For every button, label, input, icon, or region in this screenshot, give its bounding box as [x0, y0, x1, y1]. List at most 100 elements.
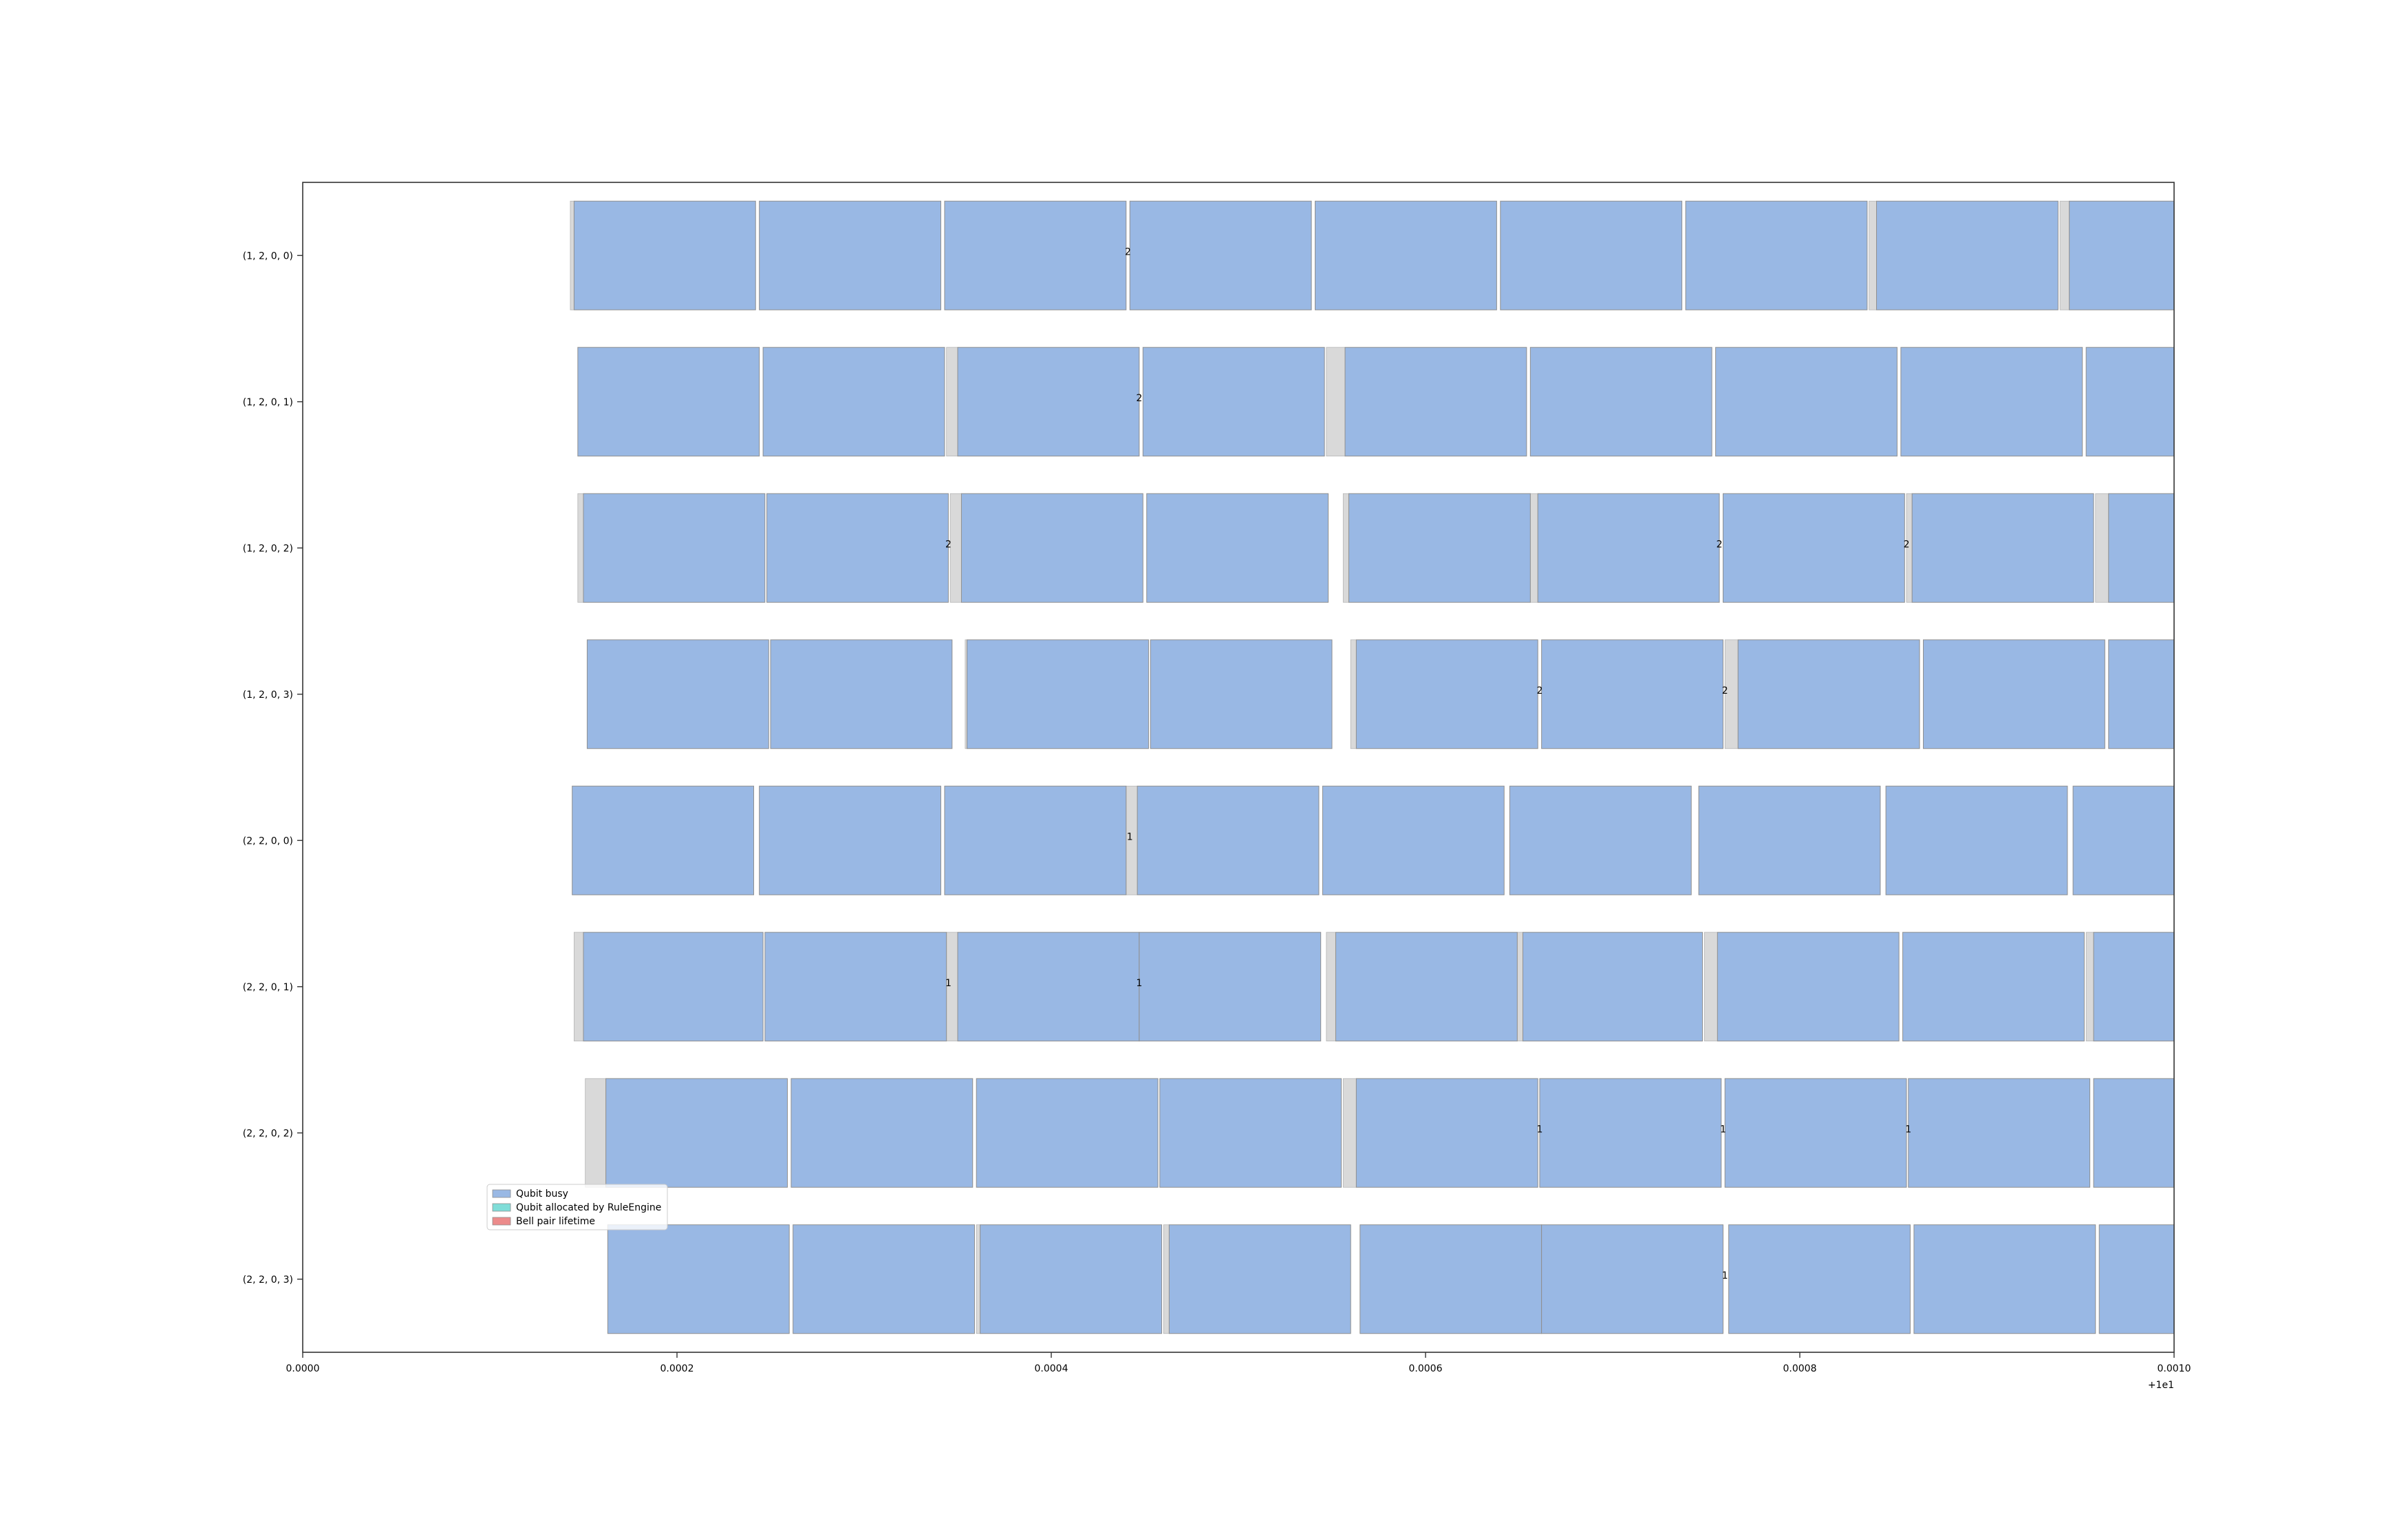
qubit-busy-bar [1539, 1078, 1722, 1188]
allocation-gap-bar [1516, 932, 1523, 1042]
legend-swatch [492, 1217, 511, 1226]
legend: Qubit busy Qubit allocated by RuleEngine B… [486, 1184, 668, 1230]
allocation-gap-bar [1869, 200, 1877, 310]
qubit-busy-bar [1359, 1224, 1542, 1334]
legend-box [486, 1184, 668, 1230]
allocation-gap-bar [1326, 932, 1336, 1042]
allocation-gap-bar [1342, 1078, 1357, 1188]
qubit-busy-bar [583, 493, 766, 603]
bar-count-label: 1 [1536, 1124, 1542, 1135]
qubit-busy-bar [1724, 1078, 1907, 1188]
allocation-gap-bar [2095, 493, 2109, 603]
qubit-busy-bar [1159, 1078, 1342, 1188]
qubit-busy-bar [605, 1078, 788, 1188]
qubit-busy-bar [2108, 493, 2175, 603]
qubit-busy-bar [980, 1224, 1162, 1334]
qubit-busy-bar [1150, 639, 1333, 749]
bars-layer [570, 200, 2175, 1334]
qubit-busy-bar [1908, 1078, 2091, 1188]
qubit-busy-bar [1500, 200, 1683, 310]
qubit-busy-bar [1541, 1224, 1723, 1334]
y-tick-label: (1, 2, 0, 2) [243, 543, 293, 554]
bar-count-label: 2 [945, 539, 952, 550]
y-tick-label: (1, 2, 0, 1) [243, 397, 293, 408]
qubit-busy-bar [1722, 493, 1905, 603]
qubit-busy-bar [764, 932, 947, 1042]
qubit-busy-bar [1137, 785, 1320, 895]
qubit-busy-bar [944, 785, 1127, 895]
allocation-gap-bar [2059, 200, 2070, 310]
allocation-gap-bar [577, 493, 584, 603]
qubit-busy-bar [1715, 347, 1898, 457]
qubit-busy-bar [1142, 347, 1325, 457]
y-tick-label: (1, 2, 0, 0) [243, 250, 293, 262]
qubit-busy-bar [573, 200, 756, 310]
qubit-busy-bar [1876, 200, 2058, 310]
allocation-gap-bar [1326, 347, 1346, 457]
bar-count-label: 2 [1136, 393, 1142, 404]
qubit-busy-bar [2093, 932, 2175, 1042]
x-tick-label: 0.0004 [1035, 1363, 1068, 1374]
bar-count-label: 1 [1722, 1270, 1728, 1281]
qubit-busy-bar [766, 493, 949, 603]
qubit-busy-bar [1537, 493, 1720, 603]
qubit-busy-bar [1168, 1224, 1351, 1334]
qubit-busy-bar [1717, 932, 1900, 1042]
bar-count-label: 1 [1905, 1124, 1911, 1135]
legend-label: Qubit allocated by RuleEngine [516, 1202, 661, 1213]
qubit-busy-bar [957, 347, 1140, 457]
qubit-busy-bar [1902, 932, 2085, 1042]
qubit-busy-bar [1344, 347, 1527, 457]
bar-count-label: 2 [1722, 685, 1728, 696]
qubit-busy-bar [1139, 932, 1322, 1042]
qubit-busy-bar [976, 1078, 1159, 1188]
qubit-busy-bar [1923, 639, 2105, 749]
legend-swatch [492, 1203, 511, 1212]
y-tick-label: (2, 2, 0, 2) [243, 1128, 293, 1139]
qubit-busy-bar [2085, 347, 2175, 457]
allocation-gap-bar [1342, 493, 1349, 603]
bar-labels-layer: 2 2 2 2 2 2 2 1 1 1 1 1 1 1 [945, 246, 1911, 1281]
qubit-busy-bar [2098, 1224, 2175, 1334]
allocation-gap-bar [570, 200, 574, 310]
allocation-gap-bar [585, 1078, 607, 1188]
x-axis: +1e1 0.0000 0.0002 0.0004 0.0006 0.0008 0.001… [286, 1352, 2191, 1391]
allocation-gap-bar [1529, 493, 1538, 603]
qubit-busy-bar [770, 639, 953, 749]
qubit-busy-bar [577, 347, 760, 457]
bar-count-label: 2 [1717, 539, 1723, 550]
qubit-busy-bar [967, 639, 1149, 749]
qubit-busy-bar [1885, 785, 2068, 895]
y-tick-label: (2, 2, 0, 3) [243, 1275, 293, 1286]
qubit-busy-bar [1737, 639, 1920, 749]
bar-count-label: 1 [1127, 831, 1133, 842]
qubit-busy-bar [1529, 347, 1712, 457]
qubit-busy-bar [1509, 785, 1692, 895]
qubit-busy-bar [1315, 200, 1497, 310]
qubit-busy-bar [793, 1224, 975, 1334]
x-tick-label: 0.0008 [1783, 1363, 1817, 1374]
bar-count-label: 2 [1125, 246, 1131, 257]
x-tick-label: 0.0010 [2158, 1363, 2191, 1374]
qubit-busy-bar [1541, 639, 1723, 749]
bar-count-label: 1 [1720, 1124, 1726, 1135]
qubit-busy-bar [759, 785, 942, 895]
y-axis: (1, 2, 0, 0) (1, 2, 0, 1) (1, 2, 0, 2) (1, … [243, 250, 303, 1286]
qubit-busy-bar [1522, 932, 1703, 1042]
qubit-busy-bar [1698, 785, 1881, 895]
qubit-busy-bar [2072, 785, 2175, 895]
qubit-busy-bar [957, 932, 1140, 1042]
qubit-busy-bar [2093, 1078, 2175, 1188]
qubit-busy-bar [1900, 347, 2083, 457]
legend-label: Bell pair lifetime [516, 1216, 595, 1227]
qubit-busy-bar [762, 347, 945, 457]
allocation-gap-bar [949, 493, 962, 603]
qubit-busy-bar [1728, 1224, 1911, 1334]
qubit-busy-bar [791, 1078, 974, 1188]
qubit-busy-bar [1355, 1078, 1538, 1188]
allocation-gap-bar [1163, 1224, 1170, 1334]
qubit-busy-bar [1322, 785, 1505, 895]
bar-count-label: 1 [1136, 978, 1142, 989]
bar-count-label: 1 [945, 978, 952, 989]
